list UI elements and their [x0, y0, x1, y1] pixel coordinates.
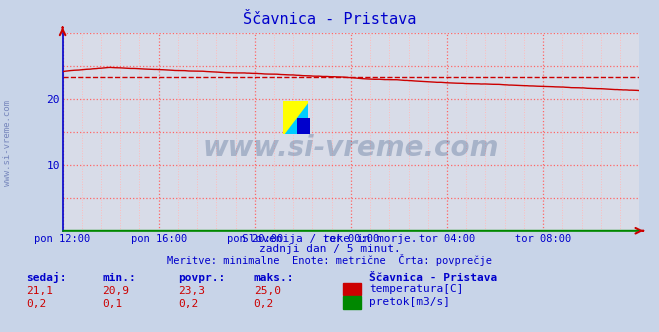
Text: www.si-vreme.com: www.si-vreme.com: [203, 134, 499, 162]
Text: www.si-vreme.com: www.si-vreme.com: [3, 100, 13, 186]
Text: Slovenija / reke in morje.: Slovenija / reke in morje.: [242, 234, 417, 244]
Text: Meritve: minimalne  Enote: metrične  Črta: povprečje: Meritve: minimalne Enote: metrične Črta:…: [167, 254, 492, 266]
Polygon shape: [283, 101, 308, 134]
Text: zadnji dan / 5 minut.: zadnji dan / 5 minut.: [258, 244, 401, 254]
Text: 23,3: 23,3: [178, 286, 205, 296]
Text: 0,1: 0,1: [102, 299, 123, 309]
Text: sedaj:: sedaj:: [26, 272, 67, 283]
Text: Ščavnica - Pristava: Ščavnica - Pristava: [243, 12, 416, 27]
Text: 0,2: 0,2: [254, 299, 274, 309]
Text: 21,1: 21,1: [26, 286, 53, 296]
Text: 0,2: 0,2: [178, 299, 198, 309]
Text: 20,9: 20,9: [102, 286, 129, 296]
Text: Ščavnica - Pristava: Ščavnica - Pristava: [369, 273, 498, 283]
Text: pretok[m3/s]: pretok[m3/s]: [369, 297, 450, 307]
Text: 0,2: 0,2: [26, 299, 47, 309]
Text: maks.:: maks.:: [254, 273, 294, 283]
Text: 25,0: 25,0: [254, 286, 281, 296]
Text: povpr.:: povpr.:: [178, 273, 225, 283]
Text: temperatura[C]: temperatura[C]: [369, 284, 463, 294]
Polygon shape: [283, 101, 308, 134]
Text: min.:: min.:: [102, 273, 136, 283]
